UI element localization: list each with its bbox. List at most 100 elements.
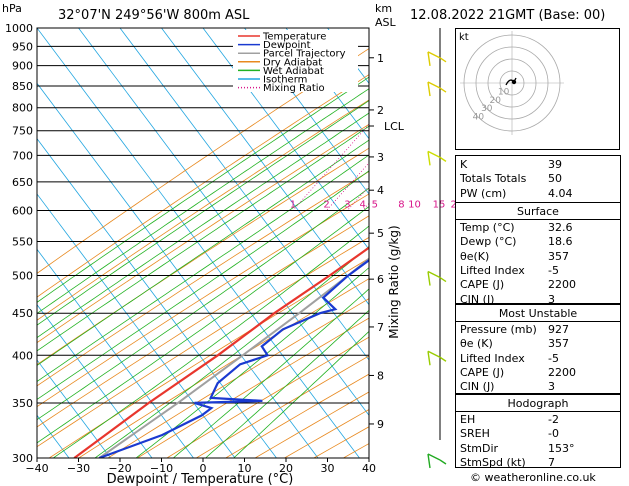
wind-barb-flag — [427, 351, 431, 366]
index-value: 39 — [548, 158, 562, 171]
legend-entry-parcel-trajectory: Parcel Trajectory — [263, 49, 346, 60]
most-unstable-box: Most Unstable Pressure (mb) 927 θe (K) 357 Li… — [455, 304, 621, 394]
isotherm-line — [285, 28, 369, 140]
wet-adiabat-line — [94, 246, 369, 458]
wet-adiabat-line — [173, 288, 369, 458]
pressure-tick-label: 950 — [12, 40, 33, 53]
wind-barb-tail — [439, 356, 447, 362]
pressure-tick-label: 550 — [12, 236, 33, 249]
isotherm-line — [161, 28, 369, 306]
index-label: PW (cm) — [460, 186, 507, 200]
index-value: -0 — [548, 427, 559, 441]
index-value: 357 — [548, 337, 569, 351]
isotherm-line — [244, 28, 369, 195]
legend-entry-dry-adiabat: Dry Adiabat — [263, 57, 322, 68]
section-divider — [456, 219, 620, 220]
hodograph-ring-label: 10 — [498, 87, 510, 97]
hodograph-ring-label: 40 — [473, 113, 485, 123]
wet-adiabat-line — [37, 187, 369, 421]
section-divider — [456, 321, 620, 322]
index-label: Dewp (°C) — [460, 235, 517, 249]
pressure-tick-label: 300 — [12, 452, 33, 465]
temp-tick-label: 30 — [321, 462, 335, 475]
mixing-ratio-label: 3 — [344, 199, 350, 210]
index-value: 357 — [548, 249, 569, 263]
index-label: CIN (J) — [460, 380, 495, 394]
wet-adiabat-line — [233, 330, 369, 458]
temperature-line — [73, 246, 369, 458]
wind-barb-tail — [439, 87, 447, 93]
km-tick-label: 6 — [377, 273, 384, 286]
index-label: EH — [460, 413, 476, 426]
mixing-ratio-label: 2 — [323, 199, 329, 210]
mixing-ratio-label: 15 — [433, 199, 446, 210]
index-value: 927 — [548, 323, 569, 336]
section-title: Surface — [517, 205, 559, 218]
index-label: CAPE (J) — [460, 365, 505, 379]
temp-tick-label: −40 — [25, 462, 48, 475]
x-axis-label: Dewpoint / Temperature (°C) — [107, 472, 294, 486]
legend-entry-dewpoint: Dewpoint — [263, 40, 311, 51]
pressure-tick-label: 650 — [12, 176, 33, 189]
legend-background — [233, 30, 358, 92]
index-value: 3 — [548, 380, 555, 394]
pressure-tick-label: 600 — [12, 204, 33, 217]
km-tick-label: 8 — [377, 369, 384, 382]
temp-tick-label: −20 — [108, 462, 131, 475]
pressure-tick-label: 450 — [12, 307, 33, 320]
index-label: SREH — [460, 427, 490, 441]
parcel-trajectory-line — [98, 257, 369, 458]
copyright: © weatheronline.co.uk — [470, 471, 596, 484]
index-label: Lifted Index — [460, 351, 525, 365]
indices-top-box: K 39 Totals Totals 50 PW (cm) 4.04 — [455, 155, 621, 203]
isotherm-line — [37, 193, 236, 458]
index-value: 2200 — [548, 278, 576, 292]
wind-barb-tail — [439, 156, 447, 162]
pressure-tick-label: 750 — [12, 125, 33, 138]
pressure-tick-label: 850 — [12, 80, 33, 93]
asl-label: ASL — [375, 16, 396, 29]
wet-adiabat-line — [37, 205, 369, 444]
index-label: Temp (°C) — [460, 221, 515, 234]
section-title: Most Unstable — [498, 307, 578, 320]
wind-barb — [427, 453, 447, 469]
plot-area — [37, 28, 369, 458]
dry-adiabat-line — [37, 236, 369, 448]
index-value: 3 — [548, 292, 555, 306]
pressure-tick-label: 400 — [12, 349, 33, 362]
datetime-title: 12.08.2022 21GMT (Base: 00) — [410, 8, 606, 23]
isotherm-line — [37, 248, 194, 458]
wind-barb — [427, 350, 447, 366]
wind-barb — [427, 270, 447, 286]
km-tick-label: 9 — [377, 418, 384, 431]
index-value: 153° — [548, 441, 575, 455]
index-value: 7 — [548, 455, 555, 469]
index-value: -2 — [548, 413, 559, 426]
isotherm-line — [119, 28, 369, 361]
dry-adiabat-line — [107, 298, 369, 458]
index-label: Pressure (mb) — [460, 323, 537, 336]
wet-adiabat-line — [53, 225, 369, 458]
dewpoint-line — [98, 258, 369, 458]
legend-entry-mixing-ratio: Mixing Ratio — [263, 83, 325, 94]
temp-tick-label: 10 — [238, 462, 252, 475]
index-label: K — [460, 158, 468, 171]
wind-barb — [427, 150, 447, 166]
wind-barb-tail — [439, 57, 447, 63]
wind-barb-tail — [439, 459, 447, 465]
pressure-tick-label: 1000 — [5, 22, 33, 35]
mixing-ratio-label: 4 — [359, 199, 365, 210]
index-value: 18.6 — [548, 235, 573, 249]
index-label: Totals Totals — [460, 172, 527, 186]
temp-tick-label: −30 — [67, 462, 90, 475]
index-label: CIN (J) — [460, 292, 495, 306]
index-value: -5 — [548, 351, 559, 365]
index-label: Lifted Index — [460, 263, 525, 277]
dry-adiabat-line — [37, 215, 369, 428]
dry-adiabat-line — [78, 278, 369, 458]
pressure-tick-label: 800 — [12, 102, 33, 115]
index-value: 50 — [548, 172, 562, 186]
temp-tick-label: 20 — [279, 462, 293, 475]
wet-adiabat-line — [135, 267, 369, 458]
wind-barb-shaft — [427, 350, 441, 358]
